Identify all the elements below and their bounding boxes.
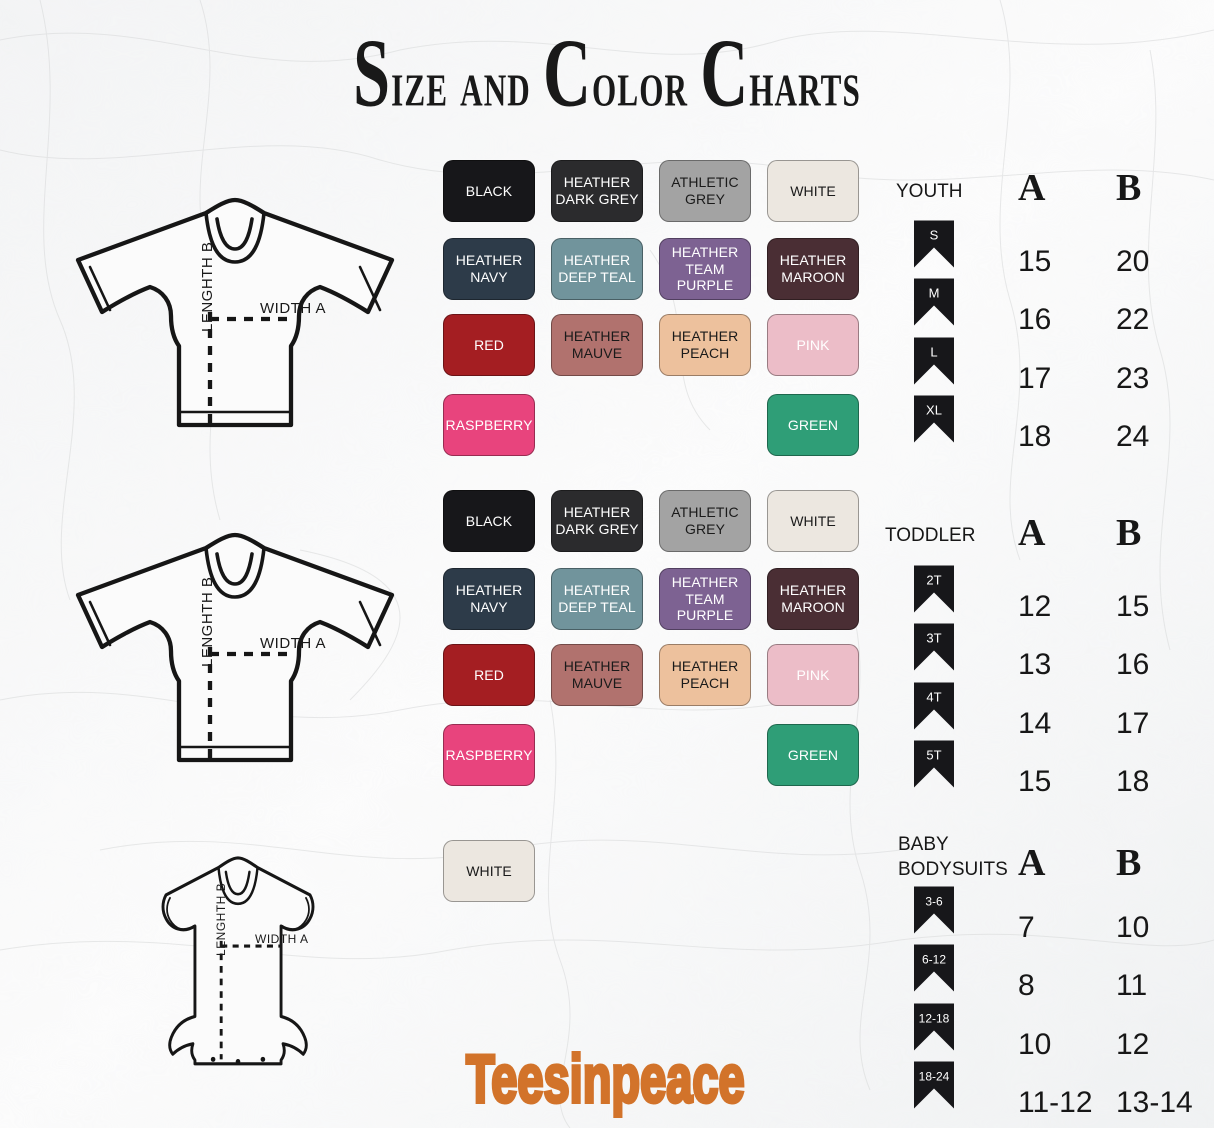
svg-text:5T: 5T <box>926 747 941 762</box>
svg-text:XL: XL <box>926 402 942 417</box>
svg-text:M: M <box>929 286 940 301</box>
svg-text:L: L <box>930 344 937 359</box>
svg-text:3T: 3T <box>926 631 941 646</box>
svg-text:6-12: 6-12 <box>922 953 946 967</box>
svg-text:S: S <box>930 228 939 243</box>
svg-text:12-18: 12-18 <box>919 1011 950 1025</box>
svg-text:2T: 2T <box>926 573 941 588</box>
svg-text:18-24: 18-24 <box>919 1069 950 1083</box>
svg-text:4T: 4T <box>926 689 941 704</box>
svg-text:3-6: 3-6 <box>925 895 943 909</box>
